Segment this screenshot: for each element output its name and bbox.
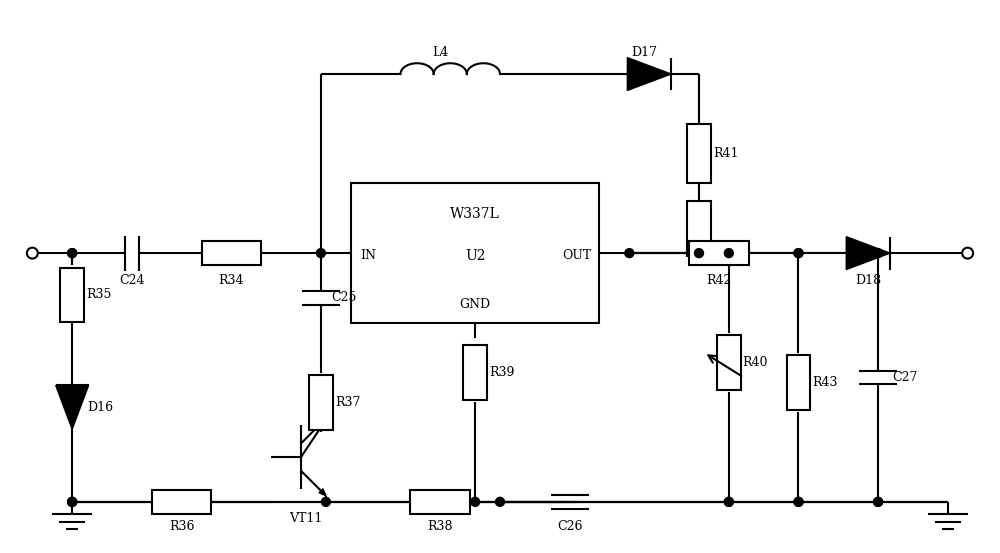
Text: C24: C24: [119, 274, 145, 288]
Circle shape: [794, 497, 803, 507]
Circle shape: [794, 249, 803, 258]
Text: U2: U2: [465, 249, 485, 263]
Bar: [717, 335, 741, 390]
Polygon shape: [627, 58, 671, 91]
Circle shape: [27, 248, 38, 259]
Bar: [202, 241, 261, 265]
Circle shape: [962, 248, 973, 259]
Text: IN: IN: [361, 249, 377, 263]
Text: R42: R42: [706, 274, 732, 288]
Bar: [152, 490, 211, 514]
Bar: [687, 124, 711, 184]
Bar: [787, 355, 810, 410]
Circle shape: [68, 497, 77, 507]
Polygon shape: [846, 237, 890, 269]
Text: C25: C25: [331, 291, 356, 304]
Text: VT11: VT11: [289, 512, 323, 525]
Text: L4: L4: [432, 46, 448, 59]
Text: GND: GND: [460, 299, 491, 311]
Circle shape: [316, 249, 325, 258]
Text: R35: R35: [86, 289, 111, 301]
Text: R38: R38: [428, 520, 453, 533]
Text: R43: R43: [812, 376, 838, 389]
Text: C26: C26: [557, 520, 582, 533]
Polygon shape: [319, 489, 326, 495]
Circle shape: [874, 497, 883, 507]
Text: W337L: W337L: [450, 207, 500, 221]
Text: R41: R41: [713, 147, 738, 160]
Circle shape: [321, 497, 330, 507]
Bar: [60, 268, 84, 322]
Text: D18: D18: [855, 274, 881, 288]
Text: R36: R36: [169, 520, 194, 533]
Circle shape: [496, 497, 504, 507]
Bar: [351, 184, 599, 323]
Circle shape: [874, 249, 883, 258]
Bar: [309, 375, 333, 430]
Circle shape: [695, 249, 703, 258]
Circle shape: [68, 497, 77, 507]
Circle shape: [625, 249, 634, 258]
Text: R34: R34: [219, 274, 244, 288]
Text: OUT: OUT: [562, 249, 592, 263]
Text: D16: D16: [87, 401, 113, 414]
Circle shape: [724, 497, 733, 507]
Polygon shape: [56, 385, 89, 429]
Text: C27: C27: [892, 371, 917, 384]
Circle shape: [874, 497, 883, 507]
Bar: [463, 345, 487, 400]
Circle shape: [68, 249, 77, 258]
Circle shape: [724, 497, 733, 507]
Circle shape: [471, 497, 480, 507]
Circle shape: [68, 249, 77, 258]
Bar: [689, 241, 749, 265]
Circle shape: [794, 497, 803, 507]
Text: R37: R37: [335, 396, 360, 409]
Bar: [687, 201, 711, 255]
Circle shape: [68, 497, 77, 507]
Circle shape: [724, 249, 733, 258]
Bar: [410, 490, 470, 514]
Text: R39: R39: [489, 366, 514, 379]
Text: R40: R40: [743, 356, 768, 369]
Circle shape: [794, 249, 803, 258]
Text: D17: D17: [631, 46, 657, 59]
